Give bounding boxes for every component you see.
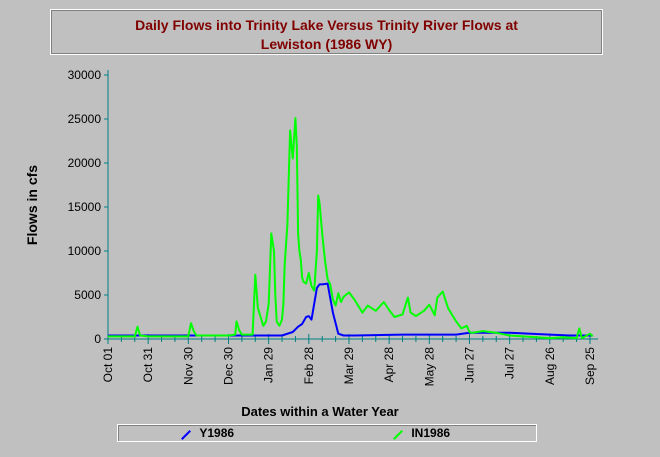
legend: Y1986 IN1986 — [117, 424, 537, 442]
x-tick-label: Jul 27 — [503, 347, 517, 379]
y-tick-label: 30000 — [68, 68, 102, 82]
y-axis-label: Flows in cfs — [24, 165, 40, 245]
legend-entry-in1986: IN1986 — [392, 426, 450, 440]
chart-title-box: Daily Flows into Trinity Lake Versus Tri… — [50, 9, 603, 55]
y-tick-label: 25000 — [68, 112, 102, 126]
chart-title-line-1: Daily Flows into Trinity Lake Versus Tri… — [135, 17, 518, 33]
legend-line-icon-green — [392, 428, 402, 440]
x-tick-label: Jun 27 — [462, 347, 476, 383]
x-tick-label: Apr 28 — [382, 347, 396, 383]
legend-entry-y1986: Y1986 — [180, 426, 234, 440]
y-tick-label: 20000 — [68, 156, 102, 170]
chart-title-line-2: Lewiston (1986 WY) — [260, 36, 393, 52]
x-tick-label: Sep 25 — [583, 347, 597, 385]
x-tick-label: Oct 01 — [101, 347, 115, 383]
x-tick-label: Aug 26 — [543, 347, 557, 385]
series-line-y1986 — [108, 282, 593, 337]
legend-label-in1986: IN1986 — [411, 426, 451, 440]
x-tick-label: Feb 28 — [302, 347, 316, 385]
x-axis-label: Dates within a Water Year — [241, 404, 399, 419]
x-tick-label: Dec 30 — [221, 347, 235, 385]
y-tick-label: 5000 — [74, 288, 101, 302]
x-tick-label: May 28 — [422, 347, 436, 387]
legend-line-icon-blue — [180, 428, 190, 440]
x-tick-label: Oct 31 — [141, 347, 155, 383]
y-tick-label: 10000 — [68, 244, 102, 258]
series-line-in1986 — [108, 117, 594, 340]
y-tick-label: 0 — [94, 332, 101, 346]
x-tick-label: Mar 29 — [342, 347, 356, 385]
legend-label-y1986: Y1986 — [199, 426, 235, 440]
x-tick-label: Jan 29 — [262, 347, 276, 383]
x-tick-label: Nov 30 — [181, 347, 195, 385]
y-tick-label: 15000 — [68, 200, 102, 214]
